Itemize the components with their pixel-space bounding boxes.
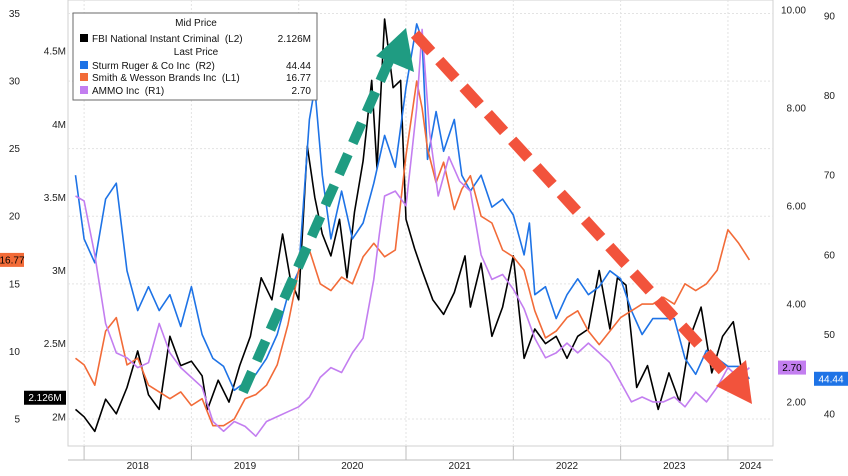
- x-tick-label: 2018: [127, 461, 150, 472]
- last-tag-label: 2.126M: [28, 393, 61, 404]
- last-tag-label: 2.70: [782, 363, 802, 374]
- last-tag-bg: [0, 252, 24, 267]
- x-tick-label: 2023: [663, 461, 686, 472]
- last-tag-sturm-ruger-co-inc-r2: 44.44: [814, 371, 848, 386]
- series-line-ammo-inc-r1: [75, 28, 750, 438]
- trend-arrows: [238, 28, 752, 404]
- last-tag-smith-wesson-brands-inc-l1: 16.77: [0, 252, 25, 267]
- x-tick-label: 2021: [449, 461, 472, 472]
- y-tick-label-r2: 90: [824, 11, 836, 22]
- y-tick-label-l1: 5: [14, 414, 20, 425]
- legend-last-header: Last Price: [174, 47, 219, 58]
- legend-label-smith-wesson: Smith & Wesson Brands Inc (L1): [92, 73, 240, 84]
- y-tick-label-l1: 20: [9, 212, 21, 223]
- last-tag-bg: [778, 360, 806, 375]
- y-tick-label-r1: 4.00: [787, 299, 807, 310]
- y-tick-label-r1: 6.00: [787, 201, 807, 212]
- legend-value-smith-wesson: 16.77: [286, 73, 311, 84]
- y-tick-label-r1: 2.00: [787, 397, 807, 408]
- y-tick-label-l2: 2M: [52, 412, 66, 423]
- legend-swatch-ruger: [80, 61, 88, 69]
- y-tick-label-r1: 10.00: [781, 5, 806, 16]
- legend-swatch-ammo: [80, 86, 88, 94]
- y-tick-label-r2: 50: [824, 330, 836, 341]
- legend-swatch-fbi: [80, 34, 88, 42]
- last-tag-bg: [24, 390, 66, 405]
- last-tag-label: 16.77: [0, 255, 25, 266]
- legend-value-ammo: 2.70: [292, 86, 312, 97]
- x-tick-label: 2022: [556, 461, 579, 472]
- y-tick-label-l2: 3.5M: [44, 193, 66, 204]
- y-tick-label-l1: 25: [9, 144, 21, 155]
- y-tick-label-r2: 60: [824, 250, 836, 261]
- y-tick-label-l1: 10: [9, 347, 21, 358]
- y-tick-label-l1: 30: [9, 77, 21, 88]
- last-tag-fbi-national-instant-criminal-l2: 2.126M: [24, 390, 66, 405]
- legend-mid-header: Mid Price: [175, 18, 217, 29]
- x-tick-label: 2020: [341, 461, 364, 472]
- red-down-arrow-shaft: [410, 30, 740, 388]
- y-tick-label-l2: 4.5M: [44, 47, 66, 58]
- green-up-arrow-shaft: [238, 49, 398, 395]
- series-line-smith-wesson-brands-inc-l1: [75, 80, 751, 427]
- green-up-arrow-head: [376, 28, 414, 72]
- y-tick-label-r1: 8.00: [787, 103, 807, 114]
- legend-box: [72, 12, 318, 101]
- y-tick-label-r2: 80: [824, 91, 836, 102]
- last-value-tags: 2.126M 44.44 16.77 2.70: [0, 252, 848, 405]
- legend-label-ruger: Sturm Ruger & Co Inc (R2): [92, 61, 215, 72]
- y-tick-label-l2: 2.5M: [44, 339, 66, 350]
- legend-value-fbi: 2.126M: [278, 34, 311, 45]
- y-tick-label-l1: 15: [9, 279, 21, 290]
- red-down-arrow-head: [716, 360, 752, 404]
- gridlines: [68, 0, 773, 446]
- legend-value-ruger: 44.44: [286, 61, 311, 72]
- x-tick-label: 2019: [234, 461, 257, 472]
- last-tag-label: 44.44: [818, 374, 843, 385]
- last-tag-ammo-inc-r1: 2.70: [778, 360, 806, 375]
- y-tick-label-r2: 40: [824, 410, 836, 421]
- series-line-fbi-national-instant-criminal-l2: [74, 18, 751, 433]
- y-tick-label-l2: 3M: [52, 266, 66, 277]
- last-tag-bg: [814, 371, 848, 386]
- axis-ticks: 2018 2019 2020 2021 2022 2023 2024 5 10 15 20 25 30 3…: [9, 5, 836, 472]
- legend-label-ammo: AMMO Inc (R1): [92, 86, 164, 97]
- y-tick-label-r2: 70: [824, 171, 836, 182]
- legend: Mid Price FBI National Instant Criminal …: [72, 12, 318, 101]
- legend-label-fbi: FBI National Instant Criminal (L2): [92, 34, 243, 45]
- legend-swatch-smith-wesson: [80, 73, 88, 81]
- y-tick-label-l2: 4M: [52, 120, 66, 131]
- y-tick-label-l1: 35: [9, 9, 21, 20]
- x-tick-label: 2024: [739, 461, 762, 472]
